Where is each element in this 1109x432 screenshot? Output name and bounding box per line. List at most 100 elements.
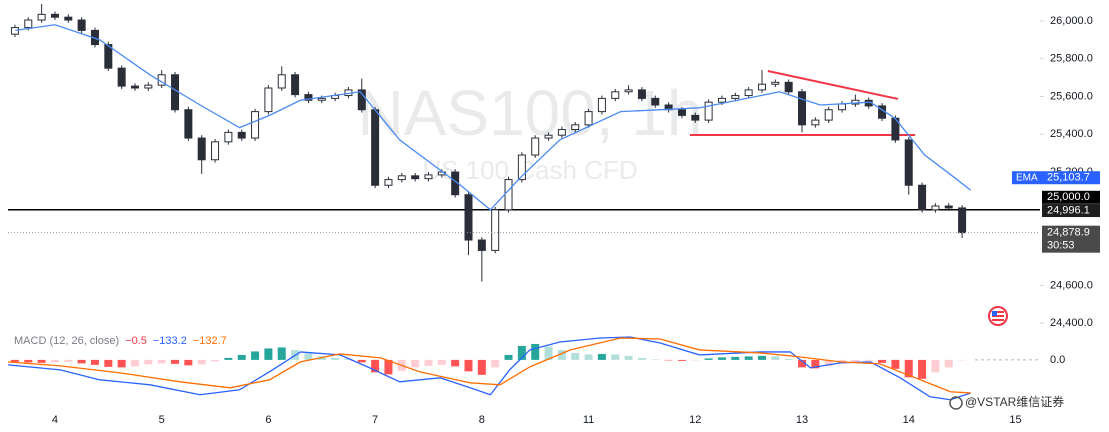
macd-histogram-bar <box>624 355 633 360</box>
macd-histogram-bar <box>411 359 420 368</box>
last-price: 24,878.9 <box>1047 227 1090 239</box>
hline-label-box <box>1042 190 1100 204</box>
candle-body <box>130 85 139 89</box>
macd-histogram-bar <box>651 359 660 360</box>
candle-body <box>491 209 500 251</box>
candle-body <box>424 174 433 180</box>
macd-histogram-bar <box>677 359 686 361</box>
y-tick-label: 25,800.0 <box>1050 53 1093 65</box>
ema-line <box>15 24 972 211</box>
macd-legend: MACD (12, 26, close) −0.5 −133.2 −132.7 <box>14 335 227 347</box>
y-tick-label: 26,000.0 <box>1050 15 1093 27</box>
macd-histogram-bar <box>597 353 606 360</box>
macd-histogram-bar <box>757 355 766 360</box>
candle-body <box>504 179 513 211</box>
candle-body <box>77 19 86 31</box>
macd-histogram-bar <box>611 354 620 360</box>
candle-body <box>197 137 206 161</box>
candle-body <box>757 83 766 91</box>
last-price-box <box>1042 225 1100 253</box>
candle-body <box>251 111 260 139</box>
macd-line <box>7 337 971 394</box>
x-tick-label: 11 <box>583 414 594 426</box>
candle-body <box>717 97 726 103</box>
macd-histogram-bar <box>184 359 193 366</box>
macd-histogram-bar <box>931 359 940 373</box>
candle-body <box>824 109 833 121</box>
candle-body <box>37 13 46 21</box>
macd-histogram-bar <box>477 359 486 375</box>
x-tick-label: 4 <box>52 414 58 426</box>
candle-body <box>584 111 593 126</box>
candle-body <box>784 81 793 93</box>
macd-histogram-bar <box>344 358 353 360</box>
ema-name-box <box>1012 171 1042 185</box>
candle-body <box>184 109 193 139</box>
macd-histogram-bar <box>584 354 593 360</box>
macd-histogram-bar <box>571 352 580 360</box>
candle-body <box>171 74 180 111</box>
candle-body <box>517 154 526 181</box>
macd-histogram-bar <box>64 359 73 362</box>
candle-body <box>50 13 59 18</box>
macd-histogram-bar <box>37 359 46 363</box>
candle-body <box>624 89 633 93</box>
macd-histogram-bar <box>531 343 540 360</box>
candle-body <box>651 97 660 106</box>
candle-body <box>918 184 927 211</box>
macd-histogram-bar <box>451 359 460 367</box>
macd-histogram-bar <box>384 359 393 375</box>
candle-body <box>464 194 473 241</box>
candle-body <box>544 134 553 139</box>
candle-body <box>958 207 967 234</box>
macd-histogram-bar <box>104 359 113 367</box>
candle-body <box>211 141 220 161</box>
y-tick-label: 25,600.0 <box>1050 90 1093 102</box>
candle-body <box>557 129 566 136</box>
macd-histogram-bar <box>691 359 700 361</box>
candle-body <box>477 239 486 251</box>
candle-body <box>104 44 113 69</box>
macd-histogram-bar <box>798 359 807 368</box>
candle-body <box>597 97 606 113</box>
candle-body <box>317 97 326 101</box>
x-tick-label: 14 <box>903 414 915 426</box>
candle-body <box>24 19 33 29</box>
macd-histogram-bar <box>491 359 500 368</box>
candle-body <box>838 103 847 111</box>
macd-histogram-bar <box>878 359 887 363</box>
macd-histogram-bar <box>10 359 19 362</box>
ema-name: EMA <box>1016 172 1038 183</box>
x-tick-label: 12 <box>689 414 701 426</box>
candle-body <box>371 109 380 186</box>
macd-histogram-bar <box>117 359 126 368</box>
macd-histogram-bar <box>77 359 86 364</box>
macd-histogram-bar <box>277 347 286 360</box>
macd-histogram-bar <box>504 354 513 360</box>
macd-histogram-bar <box>264 348 273 360</box>
macd-histogram-bar <box>544 346 553 360</box>
brand-logo <box>949 396 963 410</box>
macd-histogram-bar <box>90 359 99 365</box>
macd-histogram-bar <box>891 359 900 369</box>
legend-item: −132.7 <box>193 335 227 347</box>
brand: @VSTAR维信证券 <box>965 394 1064 409</box>
macd-histogram-bar <box>731 356 740 360</box>
x-tick-label: 6 <box>265 414 271 426</box>
candle-body <box>357 89 366 111</box>
candle-body <box>904 139 913 186</box>
candle-body <box>264 87 273 113</box>
macd-histogram-bar <box>144 359 153 365</box>
macd-histogram-bar <box>464 359 473 372</box>
macd-histogram-bar <box>424 359 433 366</box>
candle-body <box>10 27 19 35</box>
macd-histogram-bar <box>357 359 366 363</box>
macd-histogram-bar <box>744 356 753 360</box>
candle-body <box>144 84 153 89</box>
candle-body <box>571 124 580 131</box>
candle-body <box>677 109 686 116</box>
macd-tick-label: 0.0 <box>1050 354 1065 366</box>
legend-item: −0.5 <box>125 335 147 347</box>
macd-histogram-bar <box>637 357 646 360</box>
candle-body <box>798 91 807 126</box>
